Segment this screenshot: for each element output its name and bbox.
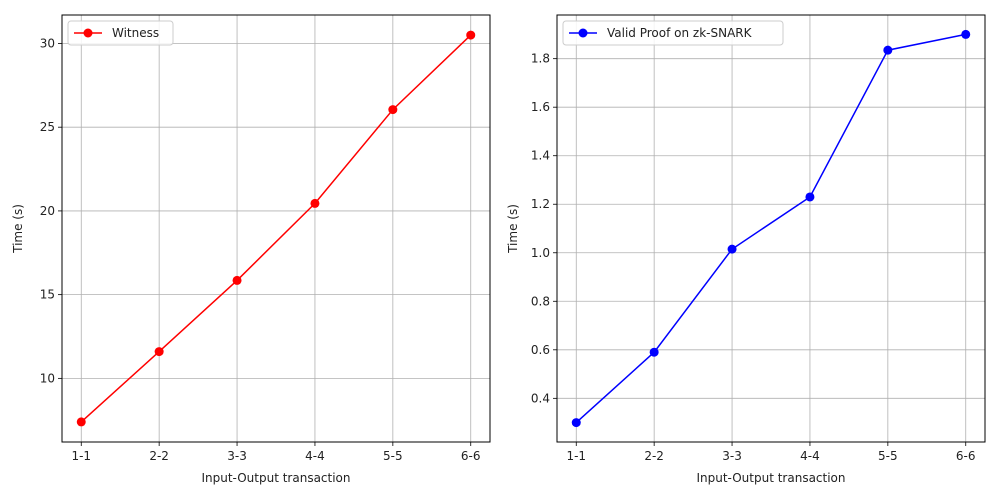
legend-marker xyxy=(83,28,93,38)
data-point xyxy=(649,347,659,357)
x-tick-label: 5-5 xyxy=(383,449,403,463)
data-point xyxy=(76,417,86,427)
y-tick-label: 1.6 xyxy=(531,100,550,114)
y-tick-label: 0.8 xyxy=(531,294,550,308)
legend-marker xyxy=(578,28,588,38)
x-tick-label: 1-1 xyxy=(71,449,91,463)
chart-panel-valid-proof: 1-1 2-2 3-3 4-4 5-5 6-6 0.4 0.6 0.8 1.0 1.2 1.4 1.6 1… xyxy=(506,14,986,485)
data-point xyxy=(388,105,398,115)
y-tick-label: 25 xyxy=(40,120,55,134)
y-tick-label: 10 xyxy=(40,371,55,385)
plot-frame xyxy=(61,14,491,443)
x-tick-label: 6-6 xyxy=(461,449,481,463)
y-tick-label: 1.8 xyxy=(531,52,550,66)
data-point xyxy=(232,275,242,285)
y-tick-label: 20 xyxy=(40,204,55,218)
data-point xyxy=(571,418,581,428)
legend-box xyxy=(562,20,784,46)
x-tick-label: 2-2 xyxy=(644,449,664,463)
x-tick-label: 4-4 xyxy=(305,449,325,463)
y-tick-label: 0.4 xyxy=(531,391,550,405)
legend-label: Valid Proof on zk-SNARK xyxy=(607,26,753,40)
y-tick-label: 15 xyxy=(40,288,55,302)
plot-frame xyxy=(556,14,986,443)
data-point xyxy=(466,30,476,40)
y-axis-label: Time (s) xyxy=(506,204,520,254)
x-tick-label: 2-2 xyxy=(149,449,169,463)
x-tick-label: 4-4 xyxy=(800,449,820,463)
x-tick-label: 3-3 xyxy=(722,449,742,463)
legend-box xyxy=(67,20,174,46)
y-tick-label: 1.2 xyxy=(531,197,550,211)
data-point xyxy=(727,244,737,254)
y-axis-label: Time (s) xyxy=(11,204,25,254)
y-tick-label: 1.0 xyxy=(531,246,550,260)
data-point xyxy=(154,347,164,357)
x-axis-label: Input-Output transaction xyxy=(696,471,845,485)
x-tick-label: 5-5 xyxy=(878,449,898,463)
chart-panel-witness: 1-1 2-2 3-3 4-4 5-5 6-6 10 15 20 25 30 Input-Output… xyxy=(11,14,491,485)
data-point xyxy=(310,198,320,208)
series-line xyxy=(80,34,472,423)
y-tick-label: 0.6 xyxy=(531,343,550,357)
data-point xyxy=(961,29,971,39)
data-point xyxy=(883,45,893,55)
series-line xyxy=(575,33,966,424)
x-tick-label: 6-6 xyxy=(956,449,976,463)
data-point xyxy=(805,192,815,202)
x-tick-label: 3-3 xyxy=(227,449,247,463)
y-tick-label: 1.4 xyxy=(531,149,550,163)
x-axis-label: Input-Output transaction xyxy=(201,471,350,485)
x-tick-label: 1-1 xyxy=(566,449,586,463)
y-tick-label: 30 xyxy=(40,36,55,50)
legend-label: Witness xyxy=(112,26,159,40)
